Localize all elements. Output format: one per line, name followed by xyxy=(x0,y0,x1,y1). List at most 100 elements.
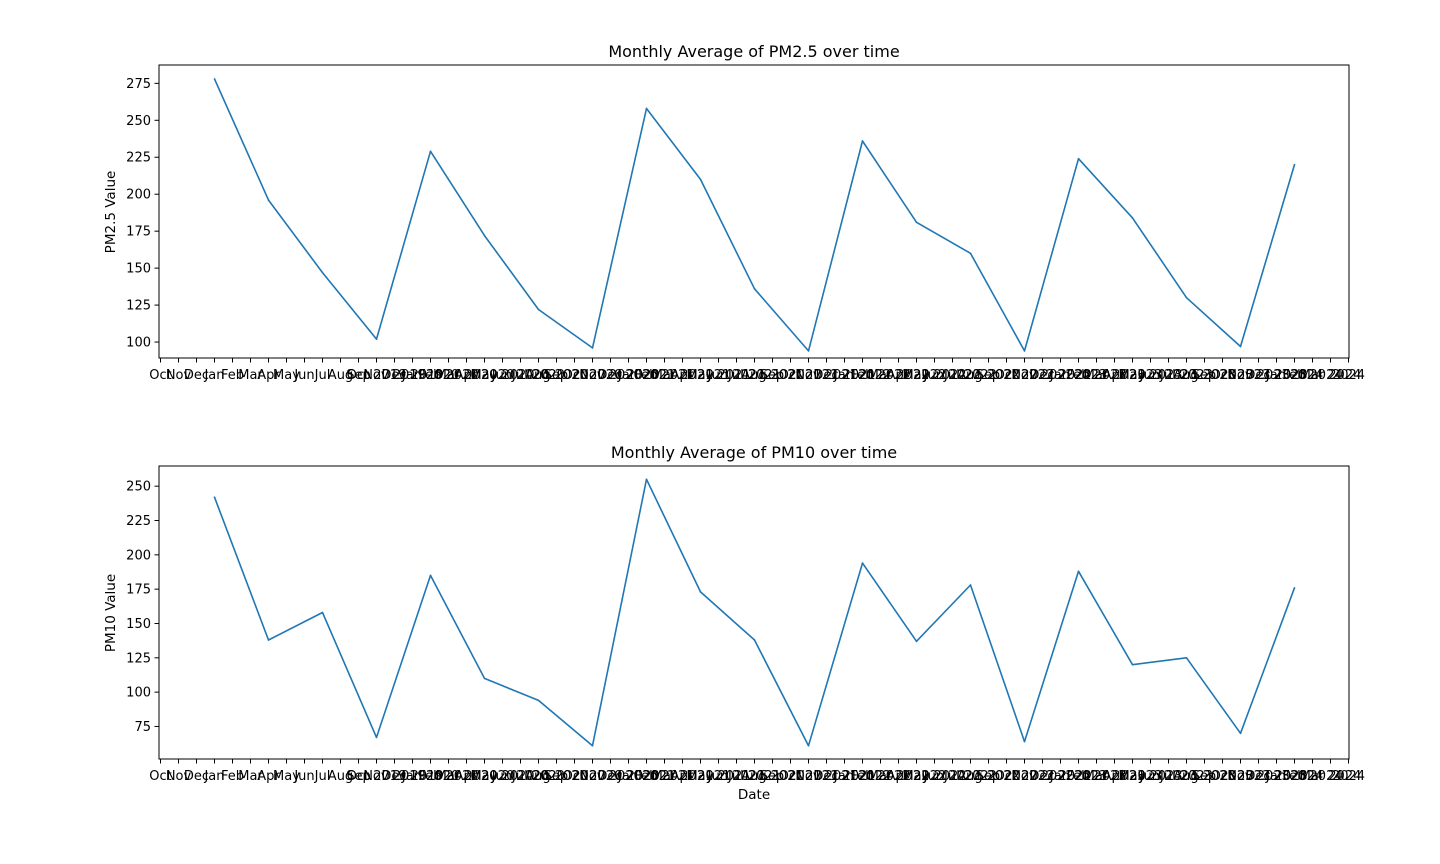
y-tick-label: 225 xyxy=(126,151,151,166)
data-point xyxy=(429,574,432,577)
data-point xyxy=(321,271,324,274)
data-point xyxy=(861,140,864,142)
x-tick-label: Sep 2022 xyxy=(976,769,1038,784)
chart-title: Monthly Average of PM10 over time xyxy=(611,443,897,462)
x-tick-label: Jul 2021 xyxy=(727,368,781,383)
x-tick-label: Mar 2024 xyxy=(1300,368,1362,383)
x-tick-label: Dec 2021 xyxy=(813,769,875,784)
x-tick-label: May 2021 xyxy=(686,368,750,383)
x-tick-label: May 2020 xyxy=(470,769,534,784)
x-tick-label: May 2022 xyxy=(902,368,966,383)
x-tick-label: Mar 2022 xyxy=(868,368,930,383)
x-tick-label: Nov 2023 xyxy=(1227,368,1290,383)
x-tick-label: Jan 2021 xyxy=(617,368,675,383)
x-tick-label: Jul xyxy=(314,368,331,383)
x-tick-label: Oct 2022 xyxy=(995,368,1055,383)
data-point xyxy=(375,338,378,340)
x-tick-label: Apr 2020 xyxy=(455,769,515,784)
y-tick-label: 100 xyxy=(126,336,151,351)
x-tick-label: Nov 2023 xyxy=(1227,769,1290,784)
x-tick-label: Sep 2021 xyxy=(760,769,822,784)
x-tick-label: Jun 2021 xyxy=(707,769,766,784)
x-tick-label: Jan 2020 xyxy=(401,368,459,383)
x-tick-label: May 2020 xyxy=(470,368,534,383)
x-tick-label: Oct 2023 xyxy=(1211,368,1271,383)
x-tick-label: Jul 2020 xyxy=(511,368,565,383)
plot-frame xyxy=(158,465,1350,760)
data-point xyxy=(267,639,270,641)
x-tick-label: Oct 2023 xyxy=(1211,769,1271,784)
x-tick-label: Jan xyxy=(203,769,224,784)
y-axis-label: PM2.5 Value xyxy=(103,171,119,254)
chart-pm10: Monthly Average of PM10 over time PM10 V… xyxy=(103,443,1365,803)
x-tick-label: Jul 2022 xyxy=(943,769,997,784)
x-tick-label: Jun 2022 xyxy=(923,769,982,784)
x-tick-label: Apr 2022 xyxy=(887,769,947,784)
x-tick-label: Mar 2020 xyxy=(436,368,498,383)
x-tick-label: Feb xyxy=(221,769,244,784)
x-tick-label: Apr 2023 xyxy=(1103,769,1163,784)
x-tick-label: Jun xyxy=(293,368,314,383)
data-point xyxy=(1023,740,1026,743)
x-tick-label: Oct 2021 xyxy=(779,769,839,784)
x-tick-label: Oct 2022 xyxy=(995,769,1055,784)
data-point xyxy=(753,288,756,290)
x-tick-label: Dec 2022 xyxy=(1029,368,1091,383)
x-tick-label: Mar 2024 xyxy=(1300,769,1362,784)
x-tick-label: Jul 2020 xyxy=(511,769,565,784)
x-tick-label: May xyxy=(273,769,300,784)
x-tick-label: Apr 2020 xyxy=(455,368,515,383)
x-tick-label: Oct xyxy=(149,769,171,784)
x-tick-label: Sep 2021 xyxy=(760,368,822,383)
x-tick-label: Jun 2020 xyxy=(491,769,550,784)
x-tick-label: Jan xyxy=(203,368,224,383)
x-tick-label: Oct 2019 xyxy=(347,368,407,383)
x-tick-label: Apr xyxy=(257,769,280,784)
x-tick-label: Jun 2023 xyxy=(1139,769,1198,784)
x-tick-label: Sep 2023 xyxy=(1192,368,1254,383)
x-tick-label: Jan 2022 xyxy=(833,769,891,784)
y-tick-label: 200 xyxy=(126,548,151,563)
x-tick-label: Feb 2023 xyxy=(1066,769,1126,784)
x-tick-label: Jun xyxy=(293,769,314,784)
data-point xyxy=(645,478,648,481)
x-tick-label: Dec 2019 xyxy=(381,769,443,784)
y-tick-label: 275 xyxy=(126,77,151,92)
x-tick-label: Mar 2020 xyxy=(436,769,498,784)
x-tick-label: Aug 2023 xyxy=(1173,368,1236,383)
x-tick-label: Jan 2020 xyxy=(401,769,459,784)
y-tick-label: 175 xyxy=(126,225,151,240)
x-tick-label: Jul 2023 xyxy=(1159,769,1213,784)
x-tick-label: 2024 xyxy=(1332,769,1365,784)
x-tick-label: Nov xyxy=(166,769,192,784)
data-point xyxy=(537,699,540,702)
data-point xyxy=(1131,663,1134,666)
x-tick-label: Aug 2023 xyxy=(1173,769,1236,784)
y-tick-label: 75 xyxy=(134,720,151,735)
x-tick-label: Mar 2022 xyxy=(868,769,930,784)
data-point xyxy=(213,496,216,498)
y-ticks: 100 125 150 175 200 225 250 275 xyxy=(126,77,159,351)
x-tick-label: Jun 2022 xyxy=(923,368,982,383)
x-tick-label: Nov 2020 xyxy=(579,769,642,784)
x-tick-label: Aug 2020 xyxy=(525,769,588,784)
data-point xyxy=(267,199,270,201)
x-tick-label: Jul 2021 xyxy=(727,769,781,784)
data-point xyxy=(1293,586,1296,589)
x-tick-label: Jan 2024 xyxy=(1265,368,1323,383)
x-tick-label: Jan 2021 xyxy=(617,769,675,784)
x-tick-label: Jan 2023 xyxy=(1049,368,1107,383)
data-point xyxy=(1239,732,1242,735)
x-tick-label: Apr 2022 xyxy=(887,368,947,383)
x-tick-label: Apr 2021 xyxy=(671,769,731,784)
x-tick-label: Nov 2022 xyxy=(1011,368,1074,383)
x-tick-label: May 2023 xyxy=(1118,769,1182,784)
x-tick-label: Sep 2022 xyxy=(976,368,1038,383)
x-tick-label: Feb 2021 xyxy=(634,769,694,784)
x-tick-label: Aug 2021 xyxy=(741,769,804,784)
x-tick-label: Dec 2023 xyxy=(1245,769,1307,784)
x-axis-label: Date xyxy=(738,787,770,803)
